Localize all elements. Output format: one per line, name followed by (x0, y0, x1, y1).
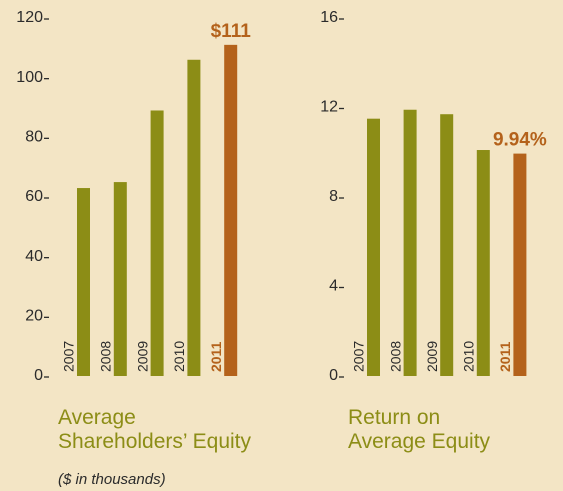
bar (113, 182, 127, 376)
y-tick-label: 60 (25, 188, 43, 205)
x-tick-label: 2008 (98, 341, 114, 372)
y-tick-label: 4 (329, 278, 338, 295)
chart-title: Shareholders’ Equity (58, 430, 251, 453)
chart-subtitle: ($ in thousands) (58, 471, 166, 488)
bar (77, 188, 90, 376)
value-label: 9.94% (493, 130, 547, 151)
bar (187, 59, 201, 377)
y-tick-label: 20 (25, 308, 43, 325)
x-tick-label: 2009 (424, 341, 440, 372)
y-tick-label: 80 (25, 129, 43, 146)
chart-title: Average Equity (348, 430, 491, 453)
chart-title: Return on (348, 406, 440, 429)
x-tick-label: 2010 (461, 341, 477, 372)
chart-title: Average (58, 406, 136, 429)
bar (224, 44, 238, 376)
x-tick-label: 2007 (351, 341, 367, 372)
y-tick-label: 0 (34, 367, 43, 384)
y-tick-label: 120 (16, 9, 43, 26)
bar (150, 110, 164, 376)
y-tick-label: 8 (329, 188, 338, 205)
y-tick-label: 12 (320, 99, 338, 116)
y-tick-label: 100 (16, 69, 43, 86)
bar (476, 150, 490, 376)
bar (367, 118, 380, 376)
bar (513, 153, 527, 376)
bar (403, 109, 417, 377)
y-tick-label: 16 (320, 9, 338, 26)
y-tick-label: 0 (329, 367, 338, 384)
bar (440, 114, 454, 377)
value-label: $111 (211, 21, 252, 42)
x-tick-label: 2011 (497, 341, 513, 372)
y-tick-label: 40 (25, 248, 43, 265)
x-tick-label: 2007 (61, 341, 77, 372)
x-tick-label: 2009 (134, 341, 150, 372)
x-tick-label: 2010 (171, 341, 187, 372)
x-tick-label: 2011 (208, 341, 224, 372)
x-tick-label: 2008 (387, 341, 403, 372)
